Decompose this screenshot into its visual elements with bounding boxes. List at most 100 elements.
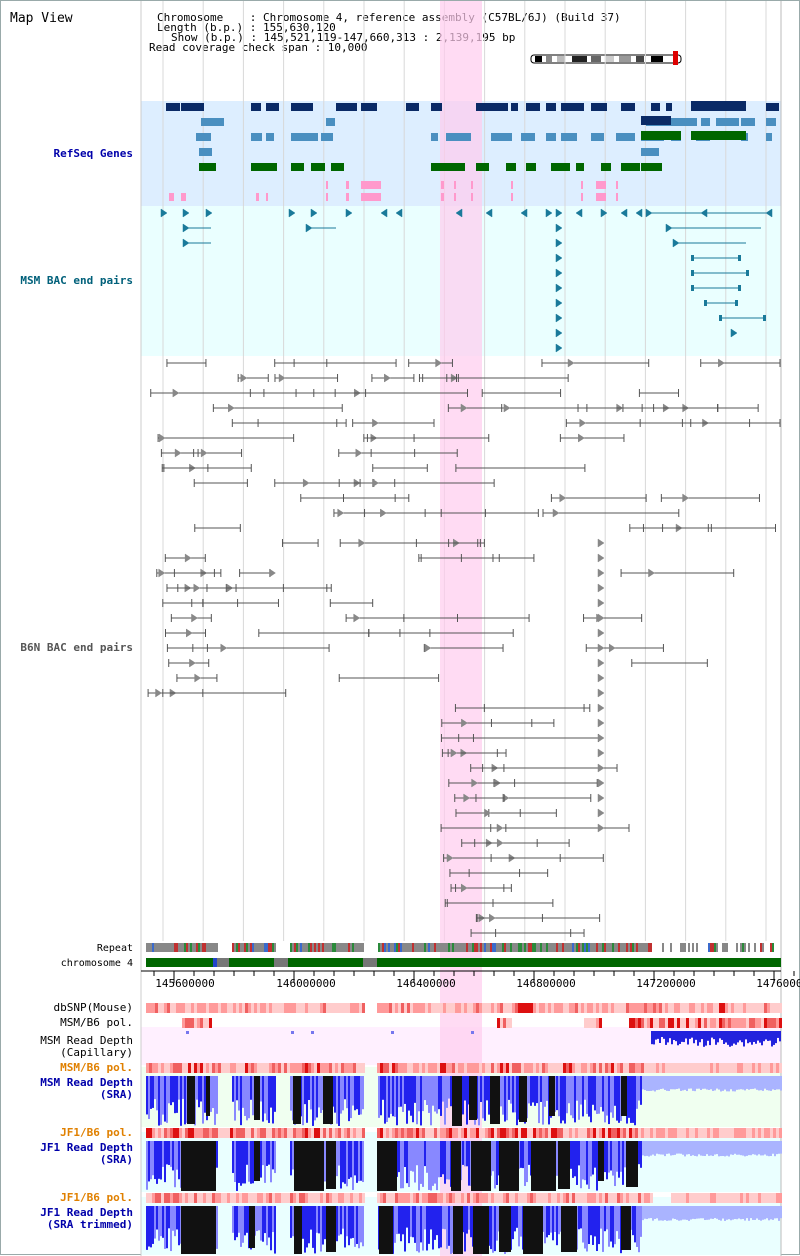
jf1-trim-depth-bar	[646, 1206, 648, 1220]
dbsnp-cell	[302, 1003, 305, 1013]
dbsnp-cell	[650, 1003, 653, 1013]
jf1-trim-depth-bar	[680, 1206, 682, 1221]
jf1-trim-depth-bar	[610, 1206, 612, 1242]
msm-b6-pol-cell	[275, 1063, 278, 1073]
gene-pink-mark	[581, 181, 583, 189]
jf1-b6-pol-cell	[446, 1128, 449, 1138]
jf1-b6-pol-cell	[647, 1193, 650, 1203]
b6n-end-marker	[597, 583, 605, 593]
jf1-trim-depth-bar	[406, 1206, 408, 1228]
jf1-b6-pol-cell	[431, 1128, 434, 1138]
dbsnp-cell	[239, 1003, 242, 1013]
jf1-b6-pol-cell	[287, 1128, 290, 1138]
jf1-b6-pol-cell	[440, 1128, 443, 1138]
jf1-sra-depth-bar	[254, 1141, 260, 1181]
msm-sra-depth-bar	[500, 1076, 502, 1107]
msm-b6-pol-cell	[719, 1018, 722, 1028]
jf1-sra-depth-bar	[726, 1141, 728, 1156]
msm-end-marker	[704, 300, 707, 306]
gene-feature	[291, 103, 306, 111]
msm-sra-depth-bar	[586, 1076, 588, 1114]
capillary-depth-bar	[186, 1031, 189, 1034]
jf1-trim-depth-bar	[682, 1206, 684, 1220]
msm-b6-pol-cell	[665, 1018, 668, 1028]
jf1-b6-pol-cell	[554, 1193, 557, 1203]
jf1-b6-pol-cell	[476, 1128, 479, 1138]
jf1-b6-pol-cell	[704, 1193, 707, 1203]
msm-b6-pol-cell	[515, 1063, 518, 1073]
dbsnp-cell	[479, 1003, 482, 1013]
msm-b6-pol-cell	[407, 1063, 410, 1073]
msm-sra-depth-bar	[438, 1076, 440, 1110]
dbsnp-cell	[452, 1003, 455, 1013]
jf1-b6-pol-cell	[338, 1128, 341, 1138]
dbsnp-cell	[641, 1003, 644, 1013]
jf1-b6-pol-cell	[452, 1128, 455, 1138]
jf1-b6-pol-cell	[251, 1128, 254, 1138]
repeat-element	[476, 943, 478, 952]
msm-sra-depth-bar	[320, 1076, 322, 1113]
msm-sra-depth-bar	[676, 1076, 678, 1089]
jf1-sra-depth-bar	[270, 1141, 272, 1183]
jf1-sra-depth-bar	[696, 1141, 698, 1157]
repeat-element	[348, 943, 350, 952]
gene-pink-mark	[581, 193, 583, 201]
jf1-trim-depth-bar	[712, 1206, 714, 1219]
msm-sra-depth-bar	[254, 1076, 260, 1120]
msm-sra-depth-bar	[716, 1076, 718, 1089]
msm-b6-pol-cell	[767, 1063, 770, 1073]
jf1-b6-pol-cell	[236, 1193, 239, 1203]
jf1-sra-depth-bar	[216, 1141, 218, 1168]
jf1-sra-depth-bar	[250, 1141, 252, 1184]
jf1-b6-pol-cell	[476, 1193, 479, 1203]
repeat-element	[762, 943, 764, 952]
jf1-sra-depth-bar	[174, 1141, 176, 1188]
jf1-b6-pol-cell	[473, 1128, 476, 1138]
jf1-sra-depth-bar	[626, 1141, 638, 1187]
jf1-sra-depth-bar	[768, 1141, 770, 1157]
msm-b6-pol-cell	[428, 1063, 431, 1073]
repeat-element	[162, 943, 164, 952]
msm-b6-pol-cell	[509, 1063, 512, 1073]
jf1-sra-depth-bar	[590, 1141, 592, 1177]
jf1-trim-depth-bar	[360, 1206, 362, 1243]
length-info: Length (b.p.) : 155,630,120	[157, 21, 336, 34]
jf1-b6-pol-cell	[578, 1193, 581, 1203]
dbsnp-cell	[242, 1003, 245, 1013]
msm-sra-depth-bar	[486, 1076, 488, 1101]
jf1-b6-pol-cell	[692, 1193, 695, 1203]
repeat-element	[570, 943, 572, 952]
capillary-depth-bar	[773, 1031, 775, 1045]
dbsnp-cell	[149, 1003, 152, 1013]
jf1-sra-depth-bar	[736, 1141, 738, 1155]
msm-sra-depth-bar	[592, 1076, 594, 1105]
msm-b6-pol-cell	[470, 1063, 473, 1073]
jf1-trim-depth-bar	[612, 1206, 614, 1248]
msm-sra-depth-bar	[678, 1076, 680, 1089]
capillary-depth-bar	[725, 1031, 727, 1043]
msm-end-marker	[735, 300, 738, 306]
dbsnp-cell	[290, 1003, 293, 1013]
dbsnp-cell	[530, 1003, 533, 1013]
dbsnp-cell	[689, 1003, 692, 1013]
msm-sra-depth-bar	[168, 1076, 170, 1104]
msm-sra-depth-bar	[566, 1076, 568, 1114]
jf1-b6-pol-cell	[386, 1128, 389, 1138]
msm-sra-depth-bar	[382, 1076, 384, 1100]
msm-sra-depth-bar	[690, 1076, 692, 1089]
repeat-element	[296, 943, 298, 952]
msm-b6-pol-cell	[194, 1018, 197, 1028]
jf1-sra-depth-bar	[181, 1141, 216, 1191]
jf1-sra-depth-bar	[294, 1141, 324, 1191]
jf1-sra-depth-bar	[418, 1141, 420, 1191]
jf1-b6-pol-cell	[401, 1128, 404, 1138]
jf1-sra-depth-bar	[336, 1141, 338, 1177]
jf1-trim-depth-bar	[178, 1206, 180, 1246]
jf1-trim-depth-bar	[772, 1206, 774, 1220]
jf1-trim-depth-bar	[766, 1206, 768, 1219]
msm-b6-pol-cell	[749, 1018, 752, 1028]
msm-b6-pol-cell	[617, 1063, 620, 1073]
jf1-b6-pol-cell	[713, 1128, 716, 1138]
b6n-end-marker	[718, 358, 725, 368]
